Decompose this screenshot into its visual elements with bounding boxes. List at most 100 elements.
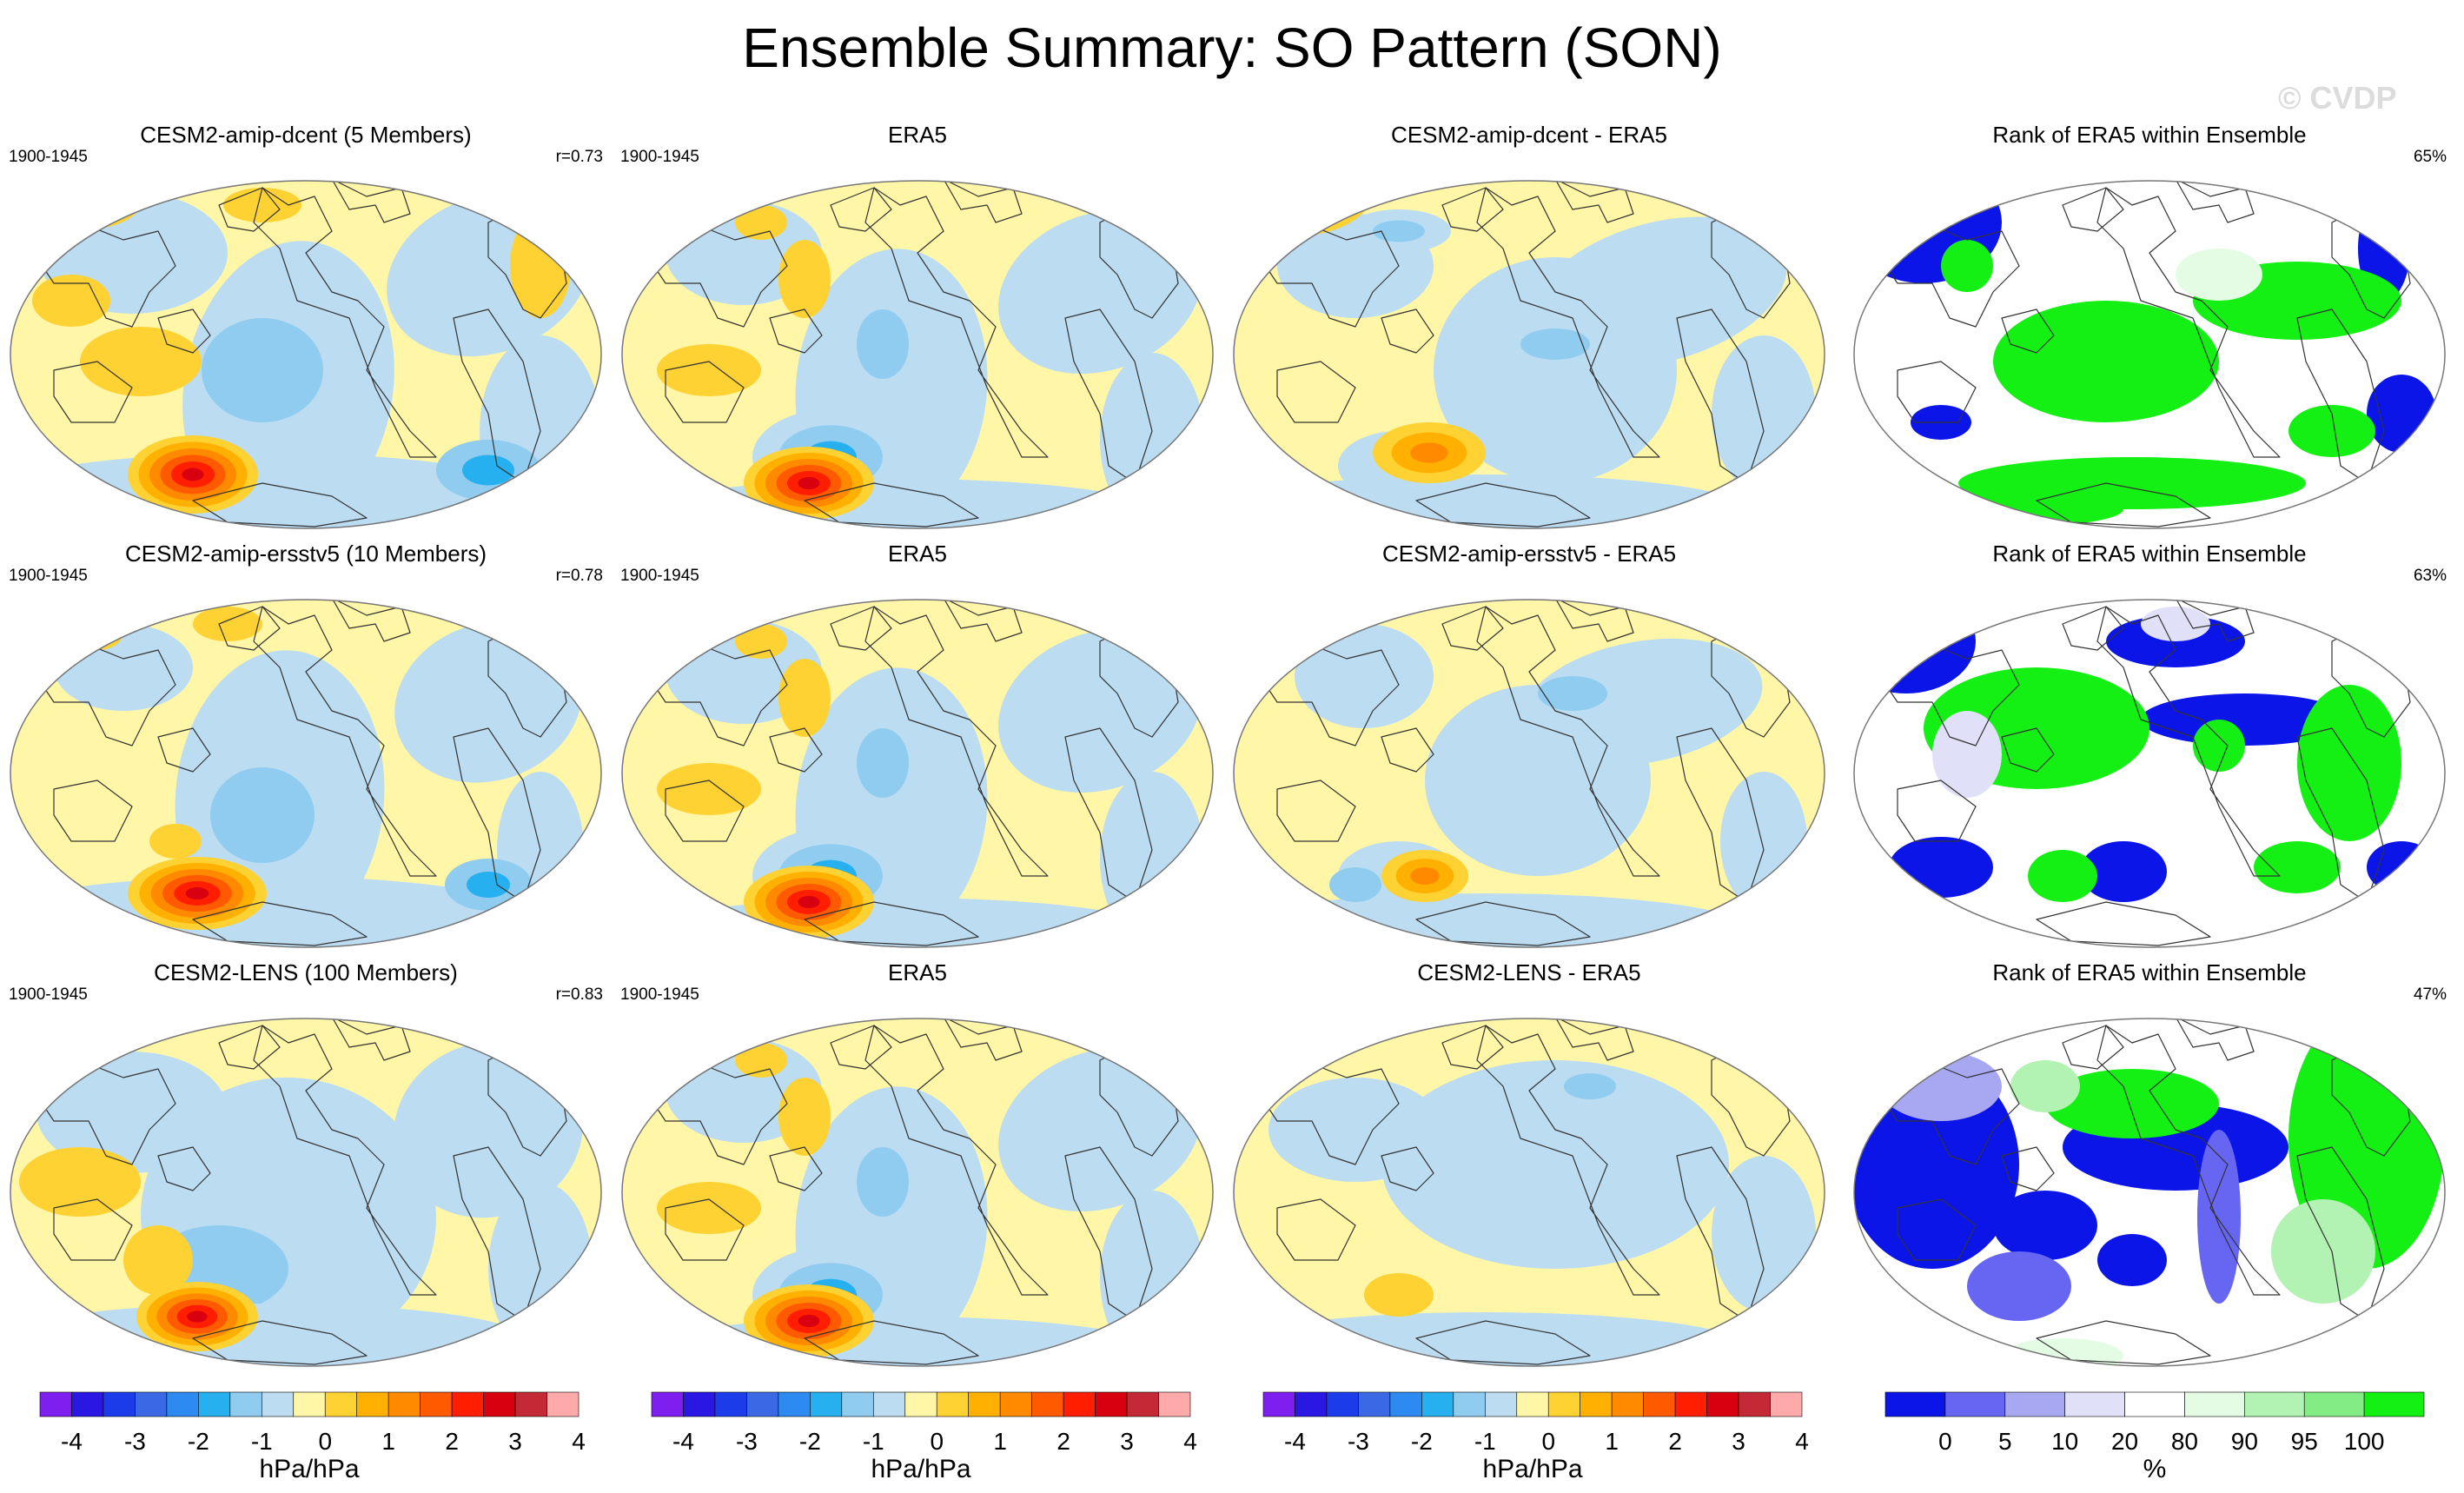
colorbar-tick-label: -4: [61, 1428, 83, 1455]
colorbar-swatch: [1063, 1391, 1096, 1417]
colorbar-anomaly-2: -4 -3 -2 -1 0 1 2 3 4 hPa/hPa: [643, 1389, 1199, 1484]
colorbar-swatch: [1484, 1391, 1518, 1417]
colorbar-swatch: [1421, 1391, 1454, 1417]
colorbar-graphic: -4 -3 -2 -1 0 1 2 3 4: [651, 1391, 1197, 1455]
panel-title: CESM2-amip-dcent - ERA5: [1391, 122, 1667, 148]
colorbar-swatch: [1262, 1391, 1295, 1417]
colorbar-swatch: [166, 1391, 199, 1417]
panel-model-row2: CESM2-amip-ersstv5 (10 Members) 1900-194…: [2, 541, 610, 958]
colorbar-tick-label: -3: [124, 1428, 146, 1455]
colorbar-swatch: [261, 1391, 295, 1417]
panel-diff-row1: CESM2-amip-dcent - ERA5: [1225, 122, 1833, 539]
colorbar-swatch: [1738, 1391, 1771, 1417]
colorbar-swatch: [483, 1391, 516, 1417]
colorbar-swatch: [387, 1391, 421, 1417]
colorbar-tick-label: 4: [572, 1428, 586, 1455]
colorbar-tick-label: 1: [1605, 1428, 1619, 1455]
colorbar-tick-label: 10: [2051, 1428, 2078, 1455]
colorbar-swatch: [1944, 1391, 2006, 1417]
colorbar-swatch: [451, 1391, 484, 1417]
period-label: 1900-1945: [620, 985, 699, 1004]
colorbar-tick-label: -3: [736, 1428, 758, 1455]
world-map: [10, 1018, 602, 1367]
colorbar-tick-label: 0: [318, 1428, 332, 1455]
colorbar-tick-label: 2: [1056, 1428, 1070, 1455]
colorbar-swatch: [229, 1391, 262, 1417]
world-map: [1233, 599, 1825, 948]
colorbar-tick-label: 4: [1795, 1428, 1809, 1455]
colorbar-tick-label: 0: [930, 1428, 944, 1455]
world-map: [621, 1018, 1214, 1367]
panel-title: CESM2-amip-dcent (5 Members): [140, 122, 472, 148]
colorbar-swatch: [1884, 1391, 1946, 1417]
colorbar-swatch: [2064, 1391, 2125, 1417]
colorbar-swatch: [683, 1391, 716, 1417]
colorbar-swatch: [999, 1391, 1032, 1417]
world-map: [621, 599, 1214, 948]
rank-percent-label: 65%: [2413, 148, 2447, 166]
colorbar-tick-label: 4: [1183, 1428, 1197, 1455]
colorbar-swatch: [1706, 1391, 1739, 1417]
colorbar-swatch: [1095, 1391, 1128, 1417]
period-label: 1900-1945: [620, 148, 699, 166]
colorbar-swatch: [651, 1391, 684, 1417]
colorbar-swatch: [39, 1391, 72, 1417]
colorbar-swatch: [356, 1391, 389, 1417]
colorbar-swatch: [1453, 1391, 1486, 1417]
colorbar-rank: 0 5 10 20 80 90 95 100 %: [1877, 1389, 2433, 1484]
colorbar-graphic: -4 -3 -2 -1 0 1 2 3 4: [39, 1391, 586, 1455]
correlation-label: r=0.73: [555, 148, 603, 166]
colorbar-swatch: [1358, 1391, 1391, 1417]
colorbar-tick-label: 80: [2171, 1428, 2198, 1455]
colorbar-anomaly-1: -4 -3 -2 -1 0 1 2 3 4 hPa/hPa: [31, 1389, 587, 1484]
colorbar-swatch: [1611, 1391, 1644, 1417]
colorbar-swatch: [714, 1391, 747, 1417]
colorbar-swatch: [841, 1391, 874, 1417]
colorbar-swatch: [1770, 1391, 1803, 1417]
colorbar-swatch: [546, 1391, 580, 1417]
colorbar-tick-label: -1: [863, 1428, 884, 1455]
colorbar-tick-label: 3: [508, 1428, 522, 1455]
colorbar-swatch: [1326, 1391, 1359, 1417]
colorbar-swatch: [872, 1391, 906, 1417]
correlation-label: r=0.83: [555, 985, 603, 1004]
colorbar-swatch: [2184, 1391, 2245, 1417]
period-label: 1900-1945: [620, 567, 699, 585]
colorbar-swatch: [2244, 1391, 2305, 1417]
colorbar-swatch: [1580, 1391, 1613, 1417]
colorbar-graphic: -4 -3 -2 -1 0 1 2 3 4: [1262, 1391, 1809, 1455]
world-map: [1853, 180, 2446, 529]
colorbar-swatch: [2363, 1391, 2425, 1417]
world-map: [1853, 599, 2446, 948]
colorbar-tick-label: 2: [445, 1428, 459, 1455]
world-map: [1853, 1018, 2446, 1367]
colorbar-units: %: [2143, 1455, 2167, 1483]
colorbar-tick-label: -2: [1411, 1428, 1433, 1455]
colorbar-tick-label: -1: [1474, 1428, 1496, 1455]
colorbar-tick-label: 1: [381, 1428, 395, 1455]
colorbar-swatch: [778, 1391, 811, 1417]
colorbar-swatch: [1031, 1391, 1064, 1417]
panel-title: CESM2-amip-ersstv5 - ERA5: [1381, 541, 1677, 567]
panel-title: ERA5: [888, 122, 947, 148]
panel-title: Rank of ERA5 within Ensemble: [1992, 541, 2307, 567]
world-map: [1233, 180, 1825, 529]
colorbar-swatch: [324, 1391, 358, 1417]
colorbar-swatch: [1516, 1391, 1549, 1417]
panel-obs-row3: ERA5 1900-1945: [613, 959, 1222, 1377]
colorbar-swatch: [1643, 1391, 1676, 1417]
colorbar-swatch: [904, 1391, 937, 1417]
panel-title: CESM2-LENS - ERA5: [1417, 959, 1641, 985]
colorbar-swatch: [103, 1391, 136, 1417]
colorbar-tick-label: 2: [1668, 1428, 1682, 1455]
panel-obs-row1: ERA5 1900-1945: [613, 122, 1222, 539]
colorbar-swatch: [420, 1391, 453, 1417]
colorbar-swatch: [968, 1391, 1001, 1417]
period-label: 1900-1945: [9, 985, 88, 1004]
colorbar-swatch: [293, 1391, 326, 1417]
colorbar-tick-label: 1: [993, 1428, 1007, 1455]
colorbar-swatch: [2303, 1391, 2365, 1417]
panel-title: ERA5: [888, 959, 947, 985]
panel-title: CESM2-amip-ersstv5 (10 Members): [124, 541, 487, 567]
colorbar-swatch: [135, 1391, 168, 1417]
